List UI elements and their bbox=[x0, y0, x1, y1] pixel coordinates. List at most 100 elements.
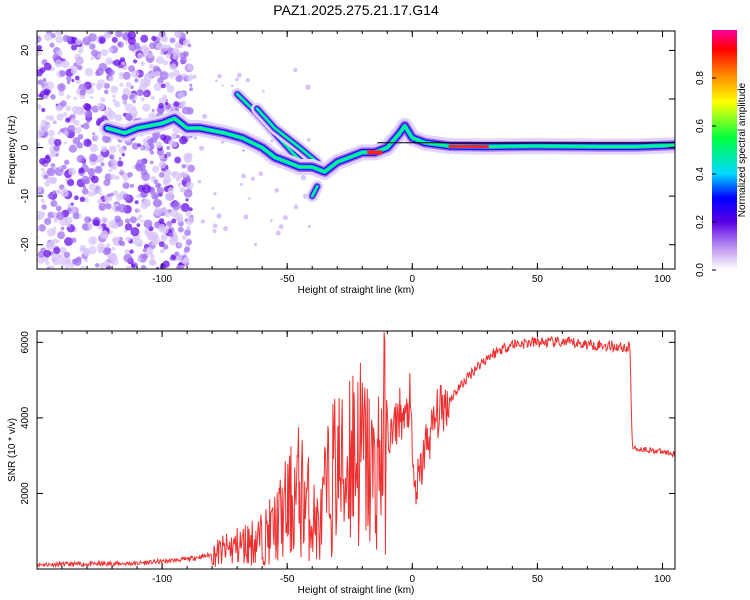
noise-blob bbox=[179, 56, 188, 65]
noise-blob bbox=[108, 76, 114, 82]
noise-blob bbox=[79, 266, 86, 269]
noise-blob bbox=[174, 31, 182, 39]
noise-blob bbox=[183, 153, 190, 160]
branch-1-layer-4 bbox=[256, 107, 319, 164]
noise-blob bbox=[129, 183, 135, 188]
noise-blob bbox=[108, 47, 114, 53]
snr-frame bbox=[36, 330, 676, 570]
noise-blob bbox=[94, 165, 103, 174]
noise-blob bbox=[132, 99, 136, 104]
colorbar-tick-label: 0.2 bbox=[695, 215, 706, 229]
noise-blob bbox=[107, 193, 111, 198]
noise-blob bbox=[181, 171, 188, 178]
noise-blob-sparse bbox=[223, 226, 228, 232]
noise-blob bbox=[127, 171, 133, 178]
spectrogram-y-label: Frequency (Hz) bbox=[7, 116, 18, 185]
noise-blob bbox=[37, 129, 45, 137]
noise-blob bbox=[118, 240, 124, 246]
noise-blob bbox=[63, 251, 71, 259]
noise-blob bbox=[132, 165, 137, 170]
noise-blob bbox=[69, 115, 73, 119]
noise-blob bbox=[47, 129, 55, 137]
noise-blob-sparse bbox=[239, 182, 244, 186]
noise-blob bbox=[129, 94, 135, 100]
noise-blob bbox=[75, 38, 82, 45]
noise-blob bbox=[122, 193, 131, 201]
colorbar-tick-label: 0.8 bbox=[695, 71, 706, 85]
noise-blob bbox=[149, 150, 155, 155]
noise-blob bbox=[100, 162, 105, 167]
noise-blob bbox=[88, 190, 95, 197]
noise-blob bbox=[83, 248, 91, 257]
noise-blob bbox=[104, 173, 113, 181]
noise-blob bbox=[173, 101, 180, 107]
noise-blob bbox=[68, 167, 77, 176]
noise-blob-sparse bbox=[197, 179, 202, 184]
noise-blob bbox=[129, 216, 137, 224]
noise-blob bbox=[186, 177, 192, 183]
noise-blob bbox=[152, 131, 161, 140]
noise-blob bbox=[186, 74, 194, 82]
noise-blob-sparse bbox=[192, 74, 197, 79]
y-tick-label: 20 bbox=[20, 44, 31, 56]
noise-blob bbox=[55, 31, 63, 36]
noise-blob bbox=[143, 219, 153, 229]
noise-blob bbox=[99, 230, 109, 240]
noise-blob bbox=[159, 50, 165, 55]
noise-blob bbox=[95, 154, 105, 163]
noise-blob bbox=[64, 216, 73, 225]
noise-blob bbox=[58, 253, 64, 259]
noise-blob bbox=[148, 63, 155, 70]
noise-blob-sparse bbox=[270, 139, 274, 143]
noise-blob bbox=[109, 230, 113, 235]
noise-blob bbox=[129, 249, 134, 254]
noise-blob bbox=[140, 72, 144, 76]
noise-blob bbox=[78, 108, 86, 115]
noise-blob bbox=[137, 208, 142, 213]
noise-blob bbox=[122, 71, 131, 80]
noise-blob bbox=[53, 246, 61, 255]
noise-blob bbox=[43, 174, 48, 179]
noise-blob bbox=[55, 211, 65, 221]
noise-blob bbox=[45, 115, 50, 120]
noise-blob bbox=[65, 265, 69, 269]
noise-blob bbox=[151, 241, 157, 247]
noise-blob bbox=[41, 204, 47, 210]
noise-blob bbox=[179, 101, 186, 108]
noise-blob bbox=[125, 236, 131, 242]
noise-blob bbox=[108, 113, 112, 117]
noise-blob bbox=[37, 250, 45, 258]
noise-blob bbox=[170, 254, 176, 260]
y-tick-label: 2000 bbox=[20, 482, 31, 505]
noise-blob bbox=[150, 95, 155, 101]
noise-blob bbox=[177, 91, 185, 99]
noise-blob bbox=[117, 41, 124, 48]
noise-blob bbox=[162, 94, 168, 100]
noise-blob bbox=[149, 137, 155, 142]
noise-blob bbox=[113, 59, 121, 67]
noise-blob bbox=[172, 69, 180, 77]
noise-blob bbox=[70, 44, 78, 51]
noise-blob-sparse bbox=[235, 77, 239, 82]
noise-blob bbox=[108, 60, 113, 64]
ridge-peak-core bbox=[448, 144, 489, 149]
noise-blob bbox=[70, 202, 74, 206]
noise-blob bbox=[121, 61, 126, 66]
noise-blob bbox=[43, 249, 51, 258]
noise-blob bbox=[80, 124, 84, 128]
noise-blob bbox=[52, 238, 58, 245]
noise-blob bbox=[37, 255, 45, 264]
noise-blob bbox=[123, 181, 127, 185]
noise-blob bbox=[166, 145, 171, 150]
noise-blob bbox=[60, 85, 64, 89]
noise-blob bbox=[66, 80, 71, 85]
noise-blob bbox=[124, 218, 130, 224]
noise-blob bbox=[52, 257, 61, 266]
noise-blob bbox=[185, 181, 194, 190]
noise-blob bbox=[124, 223, 133, 231]
noise-blob bbox=[140, 34, 149, 43]
noise-blob bbox=[159, 248, 165, 254]
noise-blob bbox=[44, 217, 52, 226]
noise-blob bbox=[44, 32, 53, 42]
